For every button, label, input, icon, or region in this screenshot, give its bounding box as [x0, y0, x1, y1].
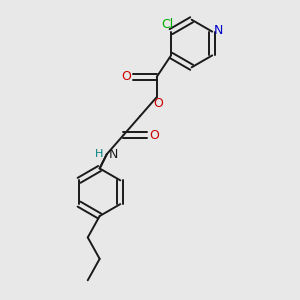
- Text: N: N: [214, 24, 224, 37]
- Text: O: O: [153, 97, 163, 110]
- Text: O: O: [122, 70, 131, 83]
- Text: Cl: Cl: [161, 18, 174, 31]
- Text: H: H: [95, 149, 103, 159]
- Text: N: N: [109, 148, 118, 161]
- Text: O: O: [149, 129, 159, 142]
